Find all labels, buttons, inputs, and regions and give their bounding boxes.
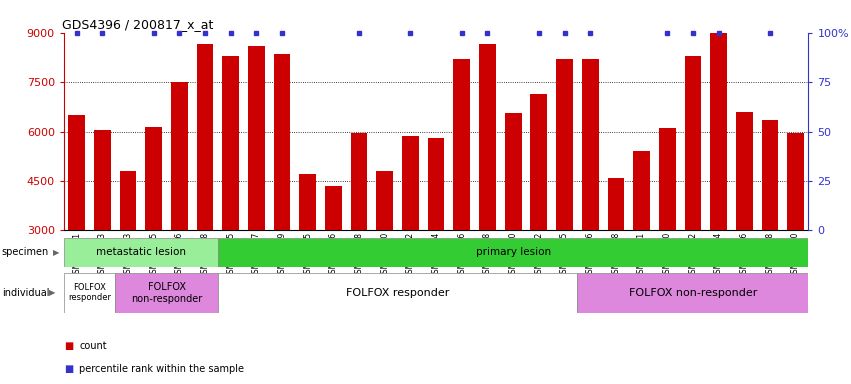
- Bar: [120, 171, 136, 230]
- Bar: [762, 120, 779, 230]
- Bar: [197, 44, 214, 230]
- Bar: [274, 54, 290, 230]
- Text: specimen: specimen: [2, 247, 49, 258]
- Bar: [115, 273, 218, 313]
- Bar: [218, 238, 808, 267]
- Bar: [711, 31, 727, 230]
- Bar: [454, 59, 470, 230]
- Text: count: count: [79, 341, 106, 351]
- Text: individual: individual: [2, 288, 49, 298]
- Text: FOLFOX non-responder: FOLFOX non-responder: [629, 288, 757, 298]
- Bar: [530, 94, 547, 230]
- Bar: [146, 127, 162, 230]
- Text: FOLFOX
responder: FOLFOX responder: [68, 283, 111, 303]
- Bar: [351, 133, 368, 230]
- Bar: [736, 112, 752, 230]
- Bar: [376, 171, 393, 230]
- Text: GDS4396 / 200817_x_at: GDS4396 / 200817_x_at: [62, 18, 214, 31]
- Bar: [428, 138, 444, 230]
- Bar: [633, 151, 650, 230]
- Text: primary lesion: primary lesion: [476, 247, 551, 258]
- Bar: [64, 238, 218, 267]
- Bar: [171, 82, 188, 230]
- Bar: [608, 178, 625, 230]
- Text: percentile rank within the sample: percentile rank within the sample: [79, 364, 244, 374]
- Text: FOLFOX responder: FOLFOX responder: [346, 288, 449, 298]
- Text: ▶: ▶: [53, 248, 60, 257]
- Bar: [300, 174, 316, 230]
- Bar: [325, 186, 342, 230]
- Text: metastatic lesion: metastatic lesion: [96, 247, 186, 258]
- Bar: [403, 136, 419, 230]
- Bar: [68, 115, 85, 230]
- Bar: [557, 59, 573, 230]
- Bar: [787, 133, 804, 230]
- Bar: [505, 113, 522, 230]
- Bar: [64, 273, 115, 313]
- Bar: [577, 273, 808, 313]
- Text: ■: ■: [64, 364, 73, 374]
- Bar: [684, 56, 701, 230]
- Bar: [94, 130, 111, 230]
- Bar: [479, 44, 496, 230]
- Text: ▶: ▶: [49, 288, 56, 297]
- Bar: [582, 59, 598, 230]
- Text: ■: ■: [64, 341, 73, 351]
- Bar: [218, 273, 577, 313]
- Bar: [222, 56, 239, 230]
- Bar: [659, 128, 676, 230]
- Bar: [248, 46, 265, 230]
- Text: FOLFOX
non-responder: FOLFOX non-responder: [131, 282, 203, 304]
